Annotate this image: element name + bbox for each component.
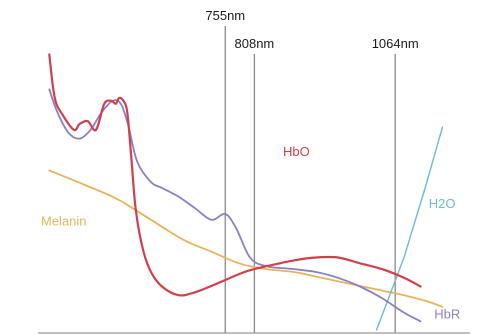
curve-label-melanin: Melanin	[41, 214, 87, 229]
curve-label-hbo: HbO	[283, 144, 310, 159]
wavelength-markers: 755nm 808nm 1064nm	[205, 8, 418, 333]
curve-melanin	[49, 171, 442, 307]
curve-hbo	[49, 55, 420, 296]
marker-label-755: 755nm	[205, 8, 245, 23]
curve-label-h2o: H2O	[429, 196, 456, 211]
curves	[49, 55, 442, 331]
curve-h2o	[377, 127, 443, 330]
curve-label-hbr: HbR	[434, 306, 460, 321]
curve-labels: HbO HbR Melanin H2O	[41, 144, 460, 321]
marker-label-808: 808nm	[235, 36, 275, 51]
marker-label-1064: 1064nm	[372, 36, 419, 51]
